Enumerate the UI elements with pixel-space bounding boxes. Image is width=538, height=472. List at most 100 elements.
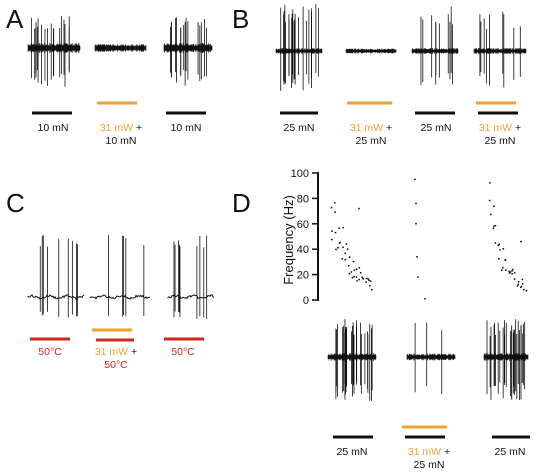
label-b-4-plus: + — [512, 122, 522, 134]
frequency-dot — [347, 264, 350, 267]
panel-letter-d: D — [232, 188, 251, 218]
frequency-dot — [338, 227, 340, 230]
label-d-2-laser: 31 mW — [407, 446, 442, 458]
label-d-1: 25 mN — [336, 446, 368, 458]
trace-b-4 — [473, 11, 527, 88]
frequency-dot — [342, 246, 344, 249]
panel-letter-b: B — [232, 4, 250, 34]
stimulus-bars-layer — [30, 101, 530, 439]
frequency-dot — [333, 202, 336, 204]
frequency-dot — [362, 278, 364, 280]
frequency-dot — [369, 280, 372, 282]
frequency-dot — [339, 241, 342, 244]
frequency-dot — [355, 276, 358, 278]
frequency-dot — [348, 256, 351, 258]
trace-d-1-noise — [327, 353, 377, 361]
frequency-tick-label: 60 — [297, 219, 309, 231]
frequency-dot — [502, 266, 504, 269]
frequency-dot — [513, 278, 516, 280]
frequency-dot — [367, 277, 369, 280]
frequency-dot — [497, 257, 500, 260]
trace-b-2 — [345, 48, 397, 54]
label-d-3: 25 mN — [494, 446, 526, 458]
frequency-dot — [356, 280, 358, 282]
frequency-dot — [348, 272, 351, 275]
frequency-axis-label: Frequency (Hz) — [281, 195, 296, 285]
frequency-dot — [369, 284, 371, 287]
label-a-2-stim: 10 mN — [105, 135, 137, 147]
frequency-dot — [489, 182, 491, 184]
frequency-dot — [488, 199, 491, 202]
label-b-2: 31 mW + 25 mN — [340, 122, 402, 148]
label-b-3: 25 mN — [420, 122, 452, 134]
frequency-tick-label: 100 — [291, 168, 309, 180]
label-b-1: 25 mN — [283, 122, 315, 134]
frequency-dot — [517, 281, 520, 283]
label-b-4: 31 mW + 25 mN — [469, 122, 531, 148]
label-c-2: 31 mW + 50°C — [85, 346, 147, 372]
label-a-1: 10 mN — [37, 122, 69, 134]
frequency-dot — [508, 272, 511, 274]
frequency-dot — [352, 260, 355, 263]
trace-b-4-noise — [473, 48, 527, 54]
frequency-dot — [493, 205, 495, 208]
frequency-dot — [511, 273, 513, 275]
frequency-dot — [492, 227, 495, 230]
label-c-2-plus: + — [128, 346, 138, 358]
frequency-dot — [520, 286, 522, 289]
frequency-dot — [493, 225, 495, 228]
trace-d-2 — [406, 322, 456, 394]
frequency-dots — [330, 178, 528, 300]
frequency-tick-label: 40 — [297, 244, 309, 256]
label-b-2-plus: + — [383, 122, 393, 134]
trace-d-3 — [483, 319, 529, 400]
label-b-2-laser: 31 mW — [349, 122, 384, 134]
frequency-dot — [520, 240, 522, 243]
frequency-dot — [415, 202, 417, 205]
frequency-dot — [500, 269, 503, 272]
frequency-dot — [516, 285, 519, 287]
label-a-2-plus: + — [133, 122, 143, 134]
frequency-dot — [416, 255, 418, 258]
frequency-dot — [345, 243, 348, 245]
label-d-2: 31 mW + 25 mN — [398, 446, 460, 472]
frequency-dot — [342, 226, 345, 229]
frequency-dot — [361, 276, 364, 279]
trace-d-1 — [327, 319, 377, 401]
frequency-dot — [331, 230, 333, 233]
frequency-dot — [521, 282, 524, 285]
frequency-dot — [334, 211, 336, 214]
trace-d-2-noise — [406, 353, 456, 361]
frequency-dot — [497, 244, 500, 247]
frequency-dot — [370, 288, 373, 291]
frequency-tick-label: 80 — [297, 193, 309, 205]
frequency-dot — [344, 258, 347, 261]
trace-c-1-baseline — [27, 293, 85, 300]
frequency-dot — [337, 246, 339, 249]
frequency-dot — [525, 289, 528, 292]
frequency-dot — [344, 252, 347, 255]
label-c-3: 50°C — [171, 346, 195, 358]
label-b-4-stim: 25 mN — [484, 135, 516, 147]
trace-c-2-baseline — [89, 294, 151, 300]
frequency-plot: Frequency (Hz) 0 20 40 60 80 100 — [281, 168, 528, 307]
frequency-dot — [494, 242, 497, 244]
frequency-dot — [512, 268, 514, 271]
trace-c-3 — [167, 235, 215, 319]
panel-letter-a: A — [6, 4, 24, 34]
frequency-dot — [358, 266, 361, 269]
frequency-dot — [330, 238, 333, 241]
frequency-dot — [414, 178, 416, 181]
label-b-2-stim: 25 mN — [355, 135, 387, 147]
frequency-y-ticks: 0 20 40 60 80 100 — [291, 168, 318, 307]
trace-a-1 — [27, 15, 81, 87]
frequency-dot — [424, 297, 426, 300]
frequency-dot — [494, 224, 497, 227]
label-d-2-plus: + — [441, 446, 451, 458]
panel-letter-c: C — [6, 188, 25, 218]
trace-c-2 — [89, 235, 151, 317]
frequency-tick-label: 0 — [303, 295, 309, 307]
frequency-dot — [521, 278, 524, 281]
trace-c-1 — [27, 235, 85, 318]
